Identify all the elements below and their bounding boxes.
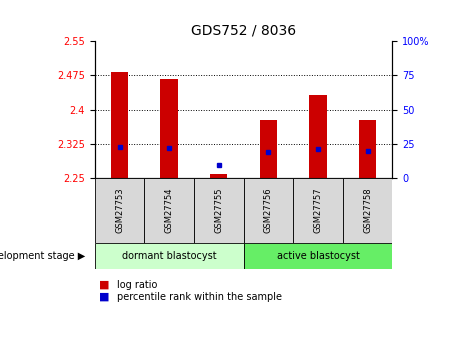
Bar bbox=[260, 120, 277, 178]
Text: ■: ■ bbox=[99, 292, 110, 302]
Bar bbox=[95, 243, 244, 269]
Text: dormant blastocyst: dormant blastocyst bbox=[122, 251, 216, 261]
Text: GSM27755: GSM27755 bbox=[214, 188, 223, 233]
Bar bbox=[95, 178, 144, 243]
Bar bbox=[293, 178, 343, 243]
Text: development stage ▶: development stage ▶ bbox=[0, 251, 86, 261]
Text: GSM27758: GSM27758 bbox=[363, 188, 372, 233]
Title: GDS752 / 8036: GDS752 / 8036 bbox=[191, 23, 296, 38]
Bar bbox=[161, 79, 178, 178]
Bar bbox=[359, 119, 376, 178]
Text: log ratio: log ratio bbox=[117, 280, 158, 289]
Text: active blastocyst: active blastocyst bbox=[276, 251, 359, 261]
Bar bbox=[343, 178, 392, 243]
Bar bbox=[244, 178, 293, 243]
Text: GSM27757: GSM27757 bbox=[313, 188, 322, 233]
Bar bbox=[144, 178, 194, 243]
Bar bbox=[309, 95, 327, 178]
Text: GSM27754: GSM27754 bbox=[165, 188, 174, 233]
Text: GSM27756: GSM27756 bbox=[264, 188, 273, 233]
Bar bbox=[210, 174, 227, 178]
Bar bbox=[244, 243, 392, 269]
Text: GSM27753: GSM27753 bbox=[115, 188, 124, 233]
Text: ■: ■ bbox=[99, 280, 110, 289]
Text: percentile rank within the sample: percentile rank within the sample bbox=[117, 292, 282, 302]
Bar bbox=[111, 72, 128, 178]
Bar bbox=[194, 178, 244, 243]
